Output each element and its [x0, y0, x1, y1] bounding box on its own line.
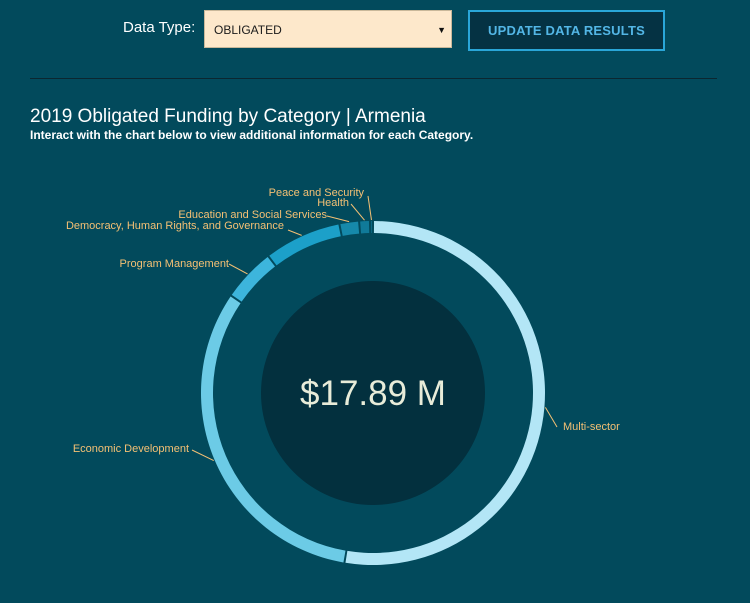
slice-program-management[interactable] [231, 257, 275, 302]
slice-education-and-social-services[interactable] [340, 221, 360, 236]
slice-label: Multi-sector [563, 421, 620, 433]
center-disc [261, 281, 485, 505]
slice-labels: Multi-sector Economic Development Program … [66, 187, 620, 455]
chart-title: 2019 Obligated Funding by Category | Arm… [30, 106, 426, 127]
data-type-select[interactable]: OBLIGATED ▼ [204, 10, 452, 48]
chevron-down-icon: ▼ [437, 25, 446, 35]
chart-subtitle: Interact with the chart below to view ad… [30, 128, 474, 142]
slice-economic-development[interactable] [200, 296, 346, 563]
slice-peace-and-security[interactable] [371, 221, 373, 234]
leader-line [287, 229, 302, 236]
slice-label: Health [317, 197, 349, 209]
divider [30, 78, 717, 79]
slice-health[interactable] [360, 221, 370, 234]
leader-line [544, 407, 558, 428]
donut-slices [200, 221, 546, 565]
leader-line [191, 449, 214, 462]
total-amount: $17.89 M [300, 374, 446, 413]
slice-label: Program Management [120, 258, 229, 270]
slice-label: Education and Social Services [178, 209, 327, 221]
filter-bar: Data Type: OBLIGATED ▼ UPDATE DATA RESUL… [0, 0, 750, 70]
slice-label: Peace and Security [269, 187, 365, 199]
update-data-results-button[interactable]: UPDATE DATA RESULTS [468, 10, 665, 51]
data-type-selected-value: OBLIGATED [214, 23, 282, 37]
leader-line [367, 195, 372, 221]
slice-democracy-human-rights-and-governance[interactable] [269, 224, 341, 266]
slice-label: Democracy, Human Rights, and Governance [66, 220, 284, 232]
leader-line [350, 203, 365, 221]
leader-lines [191, 195, 558, 462]
data-type-label: Data Type: [123, 19, 196, 36]
leader-line [228, 263, 248, 275]
slice-label: Economic Development [73, 443, 189, 455]
leader-line [326, 215, 350, 223]
